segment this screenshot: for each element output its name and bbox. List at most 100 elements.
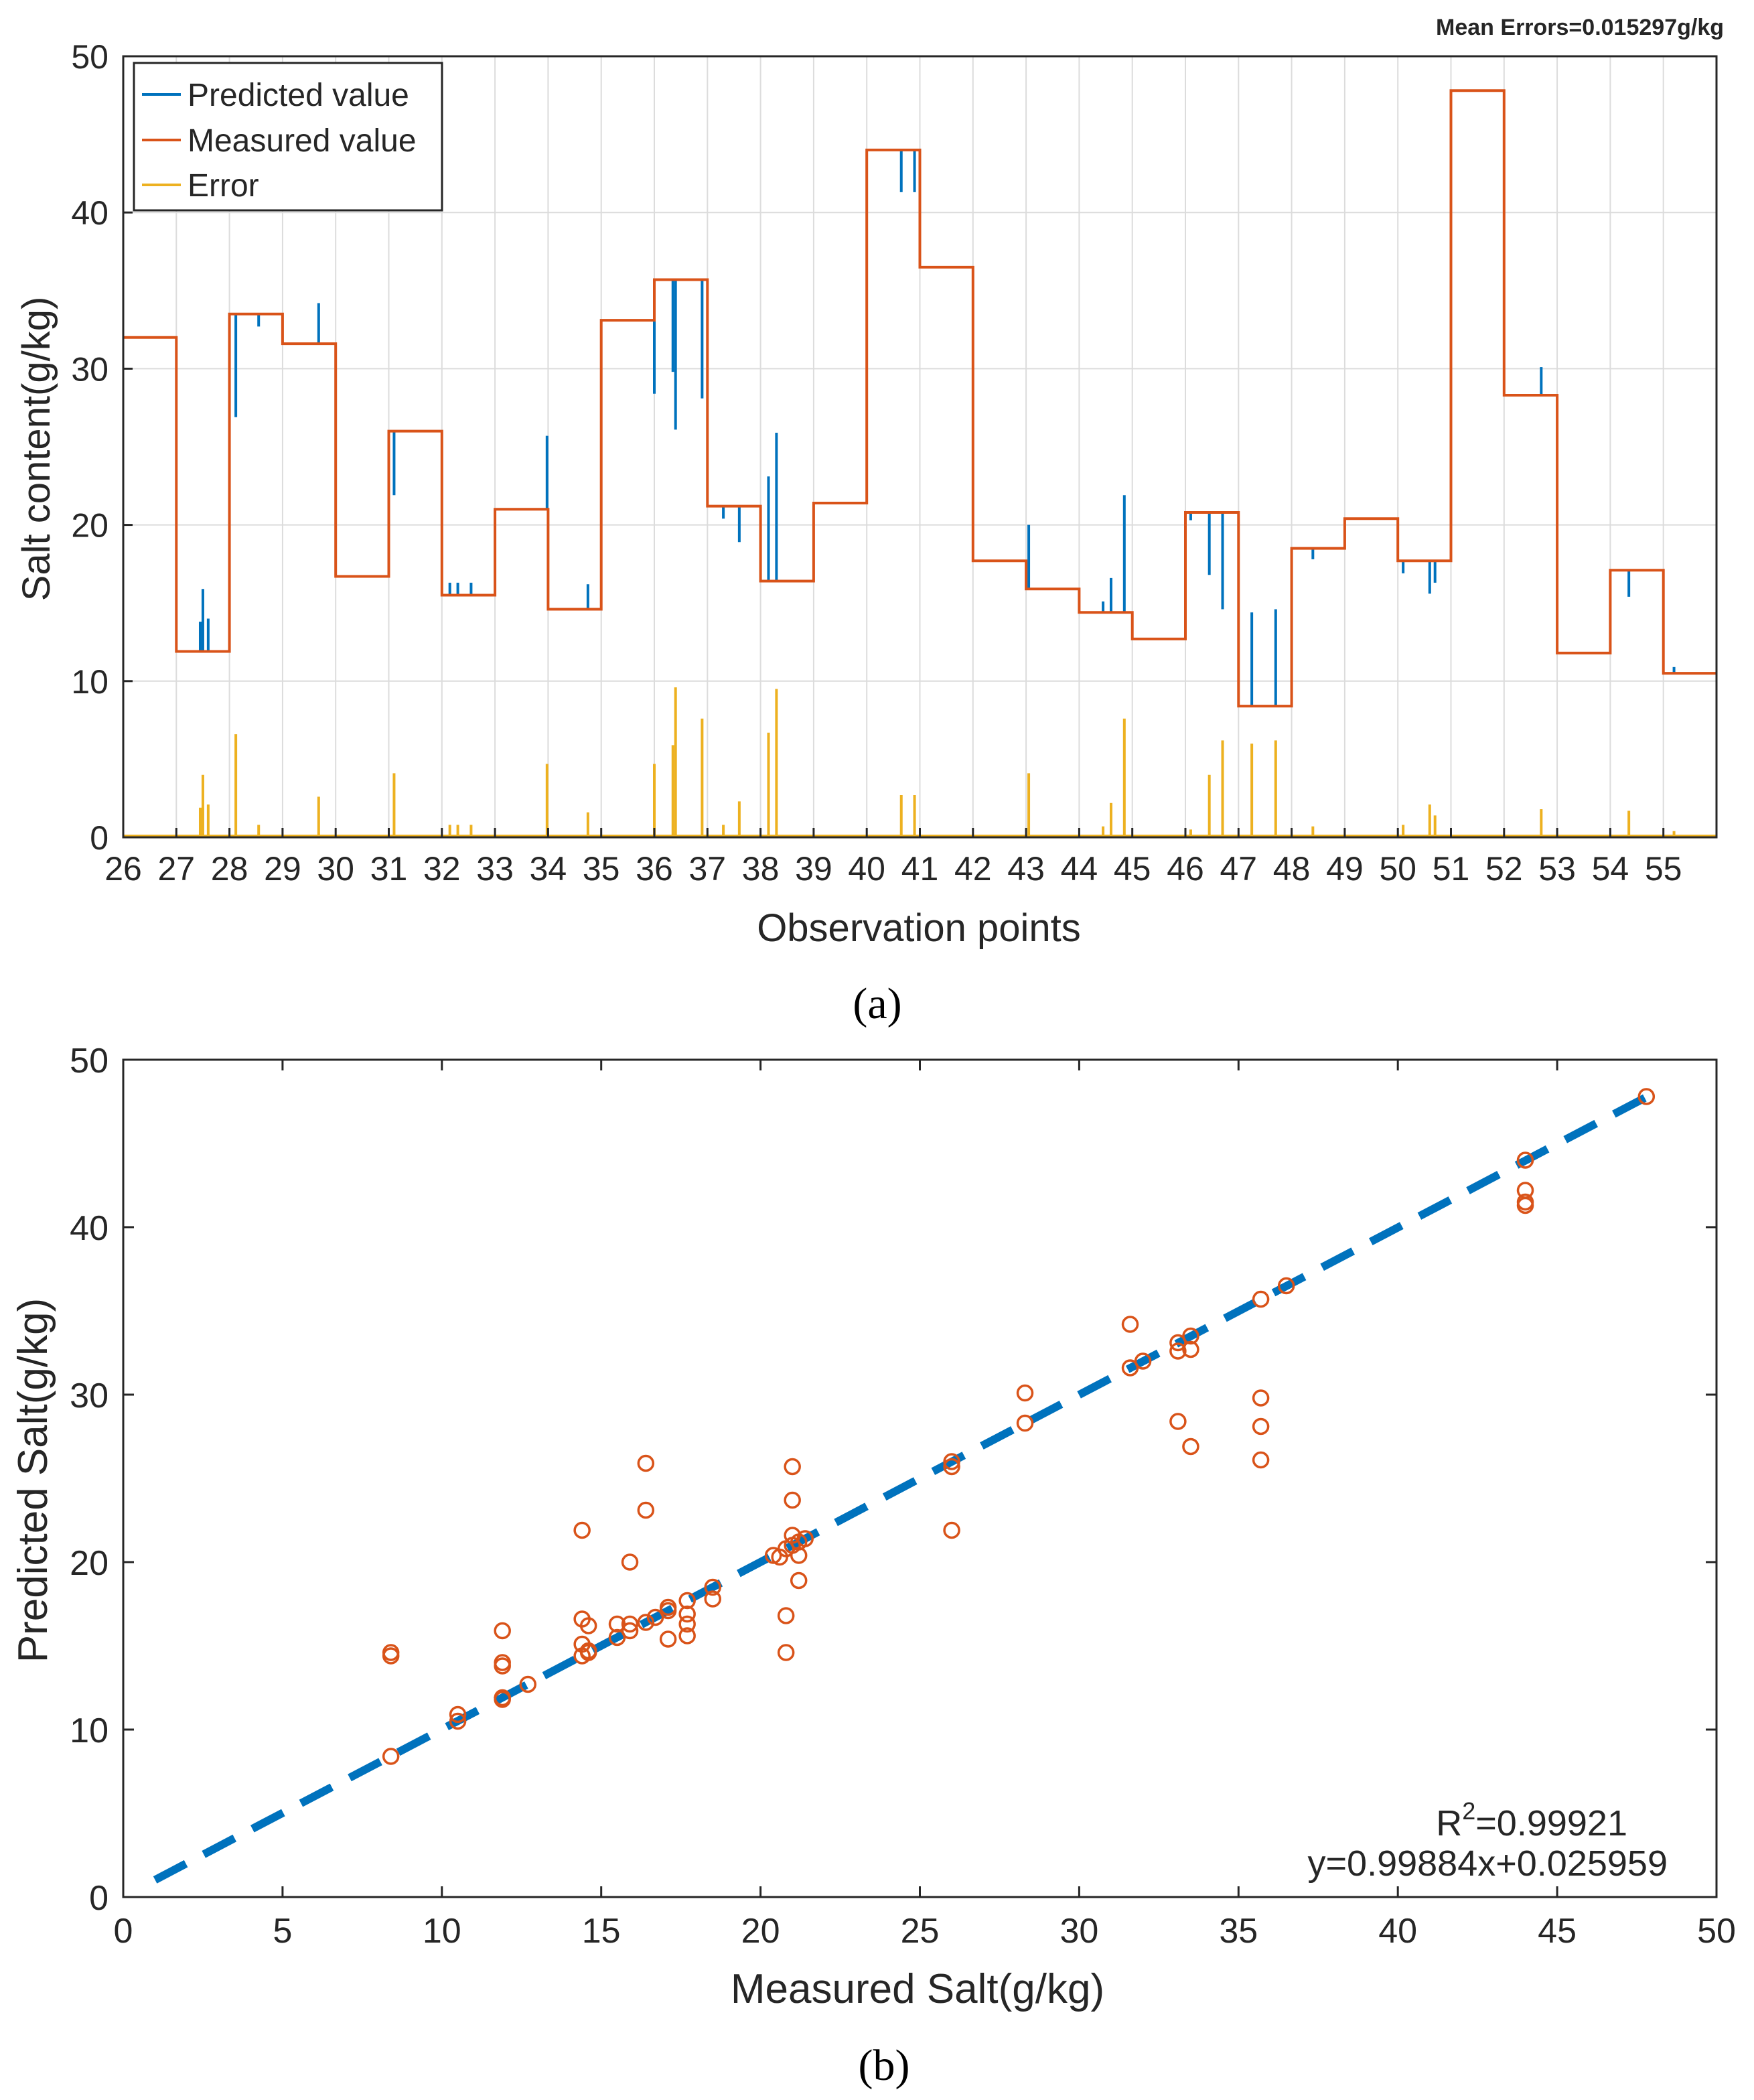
chart-b-y-axis-label: Predicted Salt(g/kg) [10,1298,56,1663]
x-tick-label: 33 [476,850,514,888]
chart-b-x-axis-label: Measured Salt(g/kg) [731,1966,1104,2012]
scatter-point [449,1712,467,1730]
y-tick-label: 0 [90,819,108,857]
scatter-point [494,1622,511,1640]
scatter-point [790,1547,808,1564]
chart-b-ticks [122,1058,1718,1898]
x-tick-label: 34 [530,850,567,888]
r2-superscript: 2 [1462,1797,1475,1825]
y-tick-label: 20 [71,507,108,545]
chart-b: 0 5 10 15 20 25 30 35 40 45 50 0 10 20 30 40 50 R2=0.99… [10,1042,1736,2012]
scatter-point [579,1642,597,1660]
scatter-point [621,1553,639,1571]
scatter-point [796,1530,814,1547]
x-tick-label: 29 [264,850,301,888]
x-tick-label: 42 [954,850,992,888]
y-tick-label: 50 [70,1042,108,1080]
chart-a-y-axis-label: Salt content(g/kg) [15,297,58,602]
x-tick-label: 48 [1273,850,1311,888]
chart-a-y-tick-labels: 0 10 20 30 40 50 [71,38,108,857]
scatter-point [1182,1327,1199,1345]
x-tick-label: 44 [1061,850,1098,888]
scatter-point [784,1491,801,1509]
x-tick-label: 52 [1485,850,1523,888]
scatter-point [449,1705,467,1724]
x-tick-label: 26 [104,850,142,888]
x-tick-label: 53 [1538,850,1576,888]
chart-a-mean-errors-annotation: Mean Errors=0.015297g/kg [1436,15,1724,40]
x-tick-label: 20 [741,1912,780,1951]
y-tick-label: 40 [70,1209,108,1248]
x-tick-label: 54 [1592,850,1629,888]
scatter-point [1516,1151,1534,1169]
scatter-point [637,1614,655,1631]
scatter-point [1252,1389,1270,1407]
scatter-point [1252,1290,1270,1308]
legend-box [133,62,443,212]
chart-b-fit-line [153,1093,1649,1884]
y-tick-label: 0 [89,1879,108,1918]
y-tick-label: 50 [71,38,108,76]
x-tick-label: 38 [742,850,780,888]
scatter-point [637,1501,655,1519]
scatter-point [608,1628,626,1647]
x-tick-label: 35 [1219,1912,1258,1951]
scatter-point [646,1608,664,1626]
scatter-point [777,1607,795,1624]
x-tick-label: 40 [1378,1912,1417,1951]
scatter-point [1252,1451,1270,1469]
scatter-point [573,1521,591,1539]
scatter-point [943,1458,960,1476]
y-tick-label: 40 [71,194,108,232]
x-tick-label: 37 [688,850,726,888]
x-tick-label: 47 [1220,850,1257,888]
scatter-point [494,1654,511,1671]
chart-b-x-tick-labels: 0 5 10 15 20 25 30 35 40 45 50 [114,1912,1736,1951]
scatter-point [1182,1438,1199,1456]
legend-label-predicted: Predicted value [188,78,409,113]
x-tick-label: 50 [1379,850,1416,888]
x-tick-label: 0 [114,1912,133,1951]
scatter-point [1516,1193,1534,1211]
x-tick-label: 31 [370,850,408,888]
scatter-point [1182,1340,1199,1358]
scatter-point [943,1521,960,1539]
x-tick-label: 50 [1697,1912,1736,1951]
x-tick-label: 43 [1007,850,1045,888]
x-tick-label: 51 [1433,850,1470,888]
scatter-point [1169,1342,1187,1360]
x-tick-label: 10 [423,1912,461,1951]
x-tick-label: 30 [1059,1912,1098,1951]
scatter-point [1121,1316,1139,1333]
scatter-point [621,1615,639,1633]
scatter-point [608,1615,626,1633]
scatter-point [678,1627,696,1644]
scatter-point [943,1453,960,1470]
scatter-point [704,1590,721,1608]
scatter-point [1637,1088,1656,1105]
y-tick-label: 30 [71,350,108,388]
scatter-point [659,1598,677,1616]
scatter-point [678,1605,696,1623]
scatter-point [777,1644,795,1661]
x-tick-label: 55 [1645,850,1682,888]
scatter-point [678,1592,696,1610]
x-tick-label: 25 [901,1912,940,1951]
chart-b-r2-annotation: R2=0.99921 [1436,1797,1627,1843]
chart-a-measured-series [123,89,1716,708]
chart-b-points [382,1088,1656,1765]
scatter-point [1169,1334,1187,1352]
scatter-point [784,1458,801,1476]
scatter-point [579,1617,597,1634]
scatter-point [1516,1182,1534,1199]
x-tick-label: 27 [157,850,195,888]
scatter-point [704,1578,721,1596]
x-tick-label: 28 [211,850,248,888]
scatter-point [1169,1413,1187,1430]
x-tick-label: 45 [1538,1912,1577,1951]
chart-b-equation-annotation: y=0.99884x+0.025959 [1308,1843,1668,1884]
x-tick-label: 35 [583,850,620,888]
y-tick-label: 10 [71,663,108,701]
